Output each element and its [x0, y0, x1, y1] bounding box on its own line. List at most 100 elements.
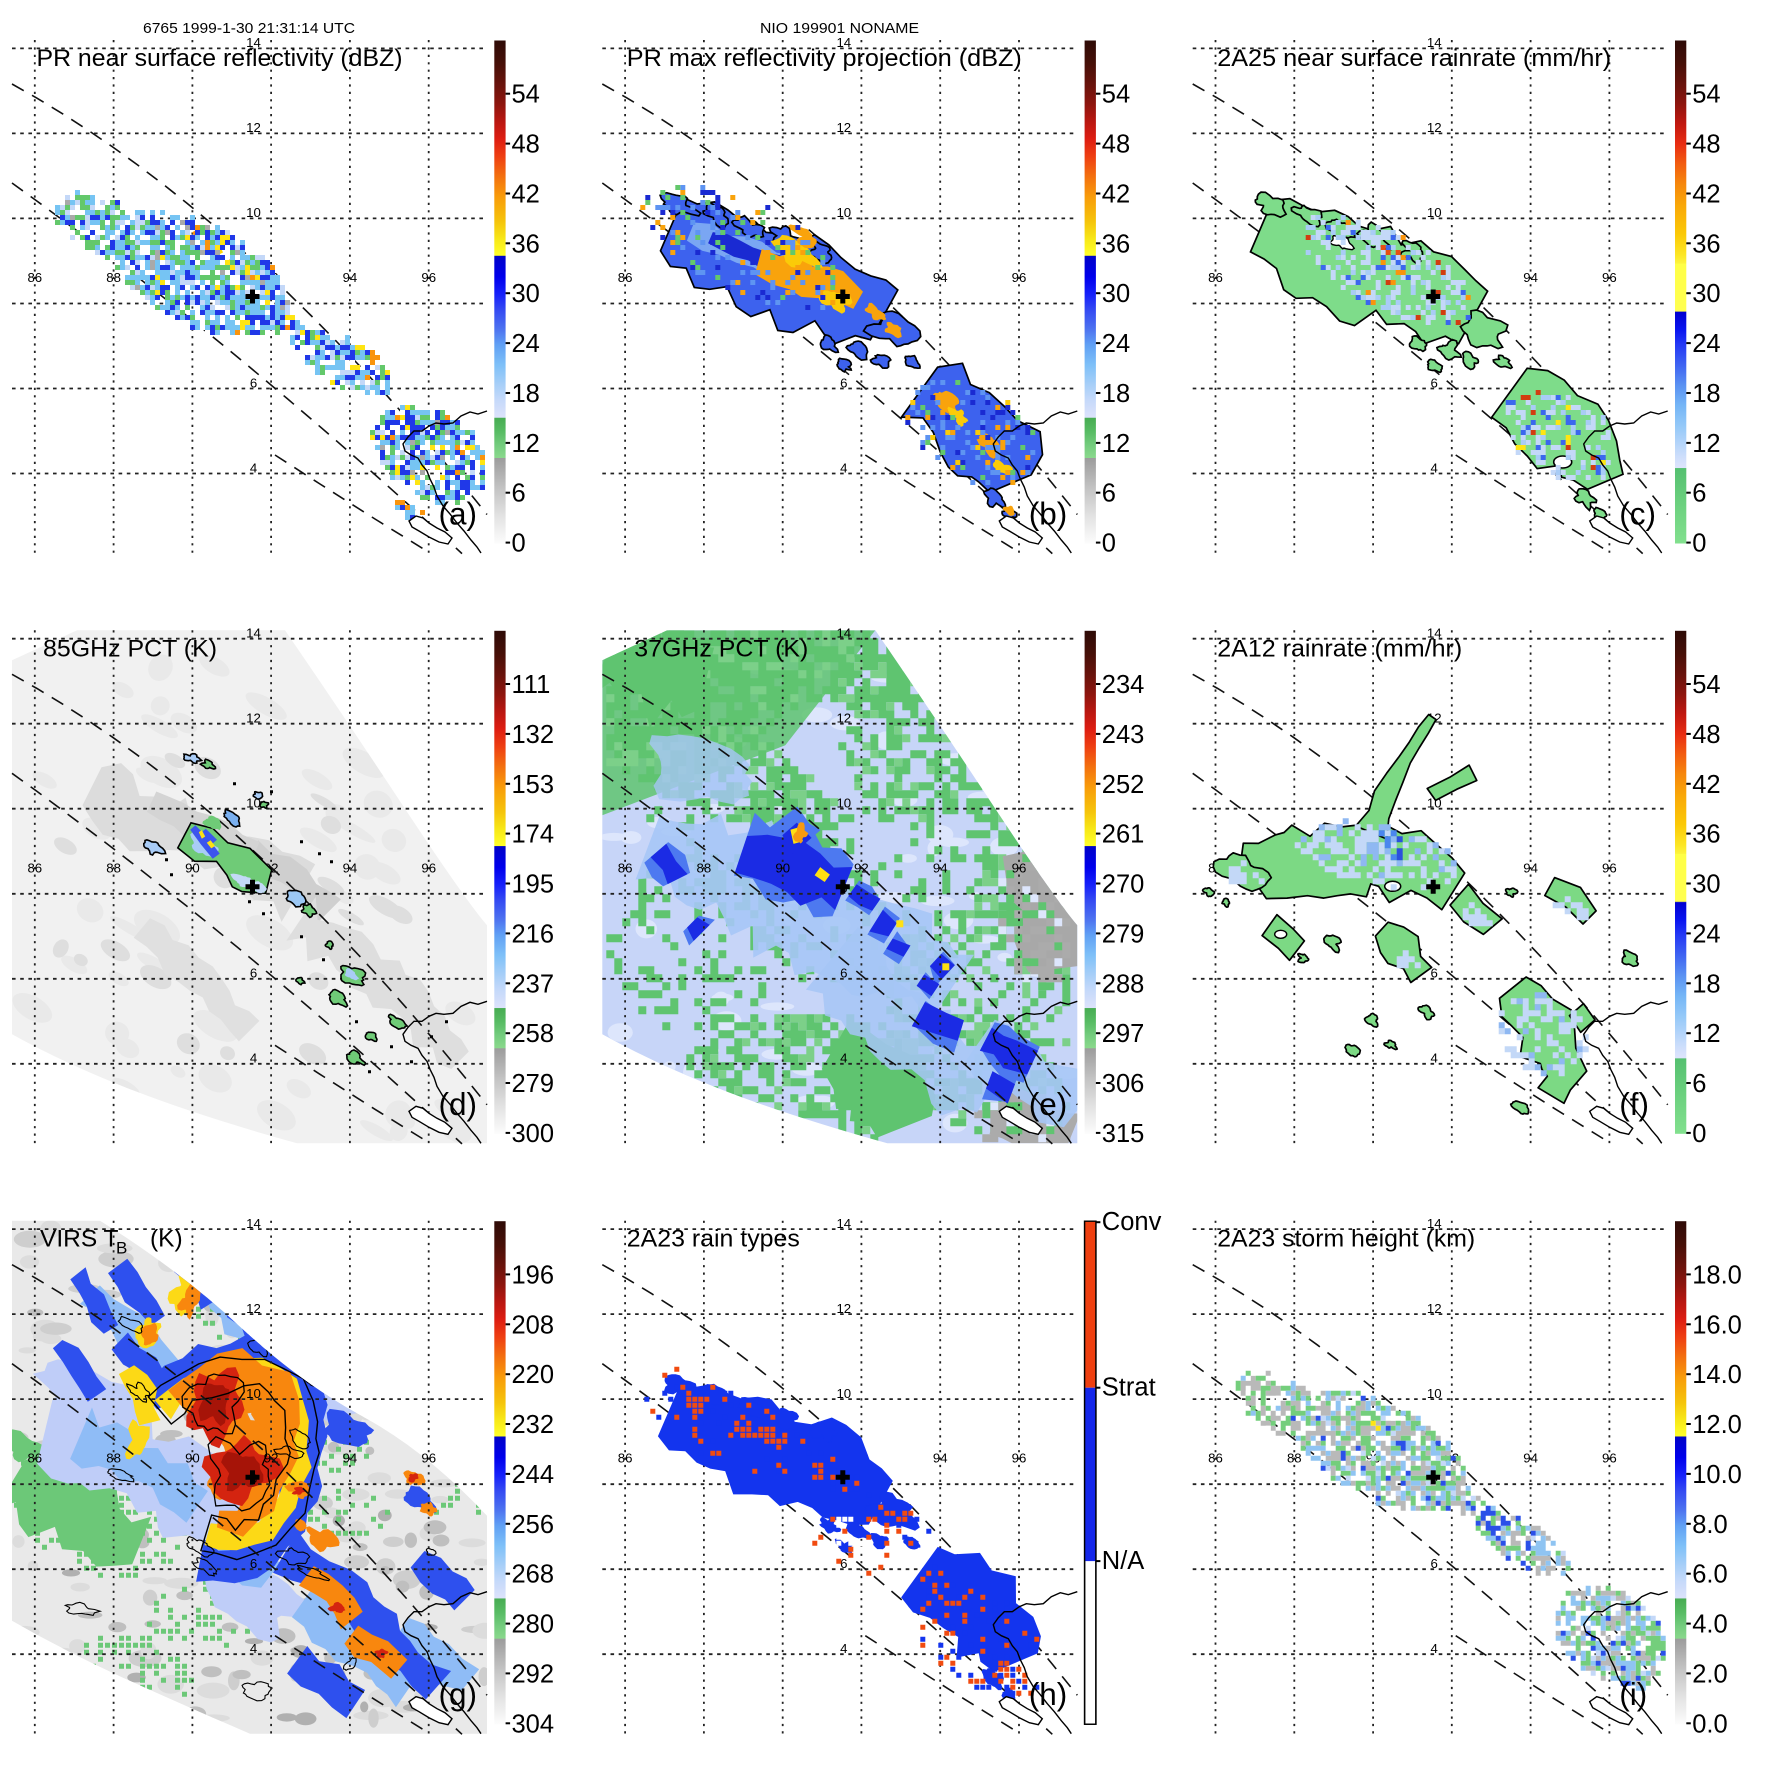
svg-text:6: 6	[1692, 480, 1706, 508]
svg-text:30: 30	[512, 280, 540, 308]
svg-text:270: 270	[1102, 871, 1145, 899]
svg-text:(b): (b)	[1029, 496, 1068, 532]
svg-text:0: 0	[512, 530, 526, 558]
svg-text:258: 258	[512, 1020, 555, 1048]
svg-text:279: 279	[512, 1070, 555, 1098]
svg-text:232: 232	[512, 1411, 555, 1439]
svg-text:PR near surface reflectivity (: PR near surface reflectivity (dBZ)	[37, 45, 403, 72]
svg-text:6: 6	[512, 480, 526, 508]
svg-text:(f): (f)	[1619, 1086, 1649, 1122]
svg-text:36: 36	[1692, 821, 1720, 849]
svg-text:261: 261	[1102, 821, 1145, 849]
svg-text:B: B	[116, 1239, 127, 1258]
svg-text:234: 234	[1102, 671, 1145, 699]
svg-text:2A12 rainrate (mm/hr): 2A12 rainrate (mm/hr)	[1217, 635, 1462, 662]
svg-text:2.0: 2.0	[1692, 1660, 1727, 1688]
svg-text:12: 12	[512, 430, 540, 458]
svg-text:252: 252	[1102, 771, 1145, 799]
svg-text:12.0: 12.0	[1692, 1411, 1742, 1439]
svg-text:237: 237	[512, 970, 555, 998]
svg-text:48: 48	[1692, 721, 1720, 749]
svg-text:244: 244	[512, 1461, 555, 1489]
svg-text:2A23 rain types: 2A23 rain types	[627, 1226, 800, 1253]
svg-text:42: 42	[1102, 181, 1130, 209]
svg-text:(c): (c)	[1619, 496, 1656, 532]
svg-text:0.0: 0.0	[1692, 1710, 1727, 1738]
svg-text:54: 54	[512, 81, 540, 109]
svg-text:6.0: 6.0	[1692, 1561, 1727, 1589]
svg-text:0: 0	[1692, 1120, 1706, 1148]
svg-text:42: 42	[1692, 771, 1720, 799]
svg-text:18: 18	[1102, 380, 1130, 408]
svg-text:54: 54	[1692, 81, 1720, 109]
svg-text:37GHz PCT (K): 37GHz PCT (K)	[634, 635, 808, 662]
svg-text:12: 12	[1692, 430, 1720, 458]
svg-text:216: 216	[512, 920, 555, 948]
svg-text:42: 42	[512, 181, 540, 209]
svg-text:18: 18	[1692, 970, 1720, 998]
svg-text:300: 300	[512, 1120, 555, 1148]
svg-text:315: 315	[1102, 1120, 1145, 1148]
svg-text:12: 12	[1692, 1020, 1720, 1048]
svg-text:174: 174	[512, 821, 555, 849]
svg-text:196: 196	[512, 1261, 555, 1289]
svg-text:Strat: Strat	[1102, 1374, 1156, 1402]
svg-text:14.0: 14.0	[1692, 1361, 1742, 1389]
svg-text:24: 24	[512, 330, 540, 358]
svg-text:132: 132	[512, 721, 555, 749]
svg-text:6: 6	[1692, 1070, 1706, 1098]
svg-text:42: 42	[1692, 181, 1720, 209]
svg-text:85GHz PCT (K): 85GHz PCT (K)	[43, 635, 217, 662]
svg-text:279: 279	[1102, 920, 1145, 948]
svg-text:(g): (g)	[439, 1676, 478, 1712]
svg-text:PR max reflectivity projection: PR max reflectivity projection (dBZ)	[627, 45, 1022, 72]
svg-text:288: 288	[1102, 970, 1145, 998]
svg-text:NIO 199901 NONAME: NIO 199901 NONAME	[760, 21, 919, 37]
svg-text:18.0: 18.0	[1692, 1261, 1742, 1289]
svg-text:30: 30	[1692, 871, 1720, 899]
svg-text:268: 268	[512, 1561, 555, 1589]
svg-text:208: 208	[512, 1311, 555, 1339]
svg-text:36: 36	[1102, 230, 1130, 258]
svg-text:54: 54	[1102, 81, 1130, 109]
svg-text:48: 48	[1102, 131, 1130, 159]
svg-text:(K): (K)	[150, 1226, 183, 1253]
svg-text:304: 304	[512, 1710, 555, 1738]
svg-text:(i): (i)	[1619, 1676, 1647, 1712]
svg-text:297: 297	[1102, 1020, 1145, 1048]
svg-text:36: 36	[1692, 230, 1720, 258]
svg-text:220: 220	[512, 1361, 555, 1389]
svg-text:8.0: 8.0	[1692, 1511, 1727, 1539]
svg-text:306: 306	[1102, 1070, 1145, 1098]
svg-text:0: 0	[1102, 530, 1116, 558]
svg-text:(e): (e)	[1029, 1086, 1068, 1122]
svg-text:12: 12	[1102, 430, 1130, 458]
svg-text:2A23 storm height (km): 2A23 storm height (km)	[1217, 1226, 1475, 1253]
svg-text:24: 24	[1102, 330, 1130, 358]
svg-text:256: 256	[512, 1511, 555, 1539]
svg-text:2A25 near surface rainrate (mm: 2A25 near surface rainrate (mm/hr)	[1217, 45, 1611, 72]
svg-text:4.0: 4.0	[1692, 1611, 1727, 1639]
svg-text:280: 280	[512, 1611, 555, 1639]
svg-text:(a): (a)	[439, 496, 478, 532]
svg-text:N/A: N/A	[1102, 1547, 1145, 1575]
svg-text:30: 30	[1692, 280, 1720, 308]
svg-text:0: 0	[1692, 530, 1706, 558]
svg-text:16.0: 16.0	[1692, 1311, 1742, 1339]
svg-text:153: 153	[512, 771, 555, 799]
svg-text:VIRS T: VIRS T	[40, 1226, 119, 1253]
svg-text:48: 48	[1692, 131, 1720, 159]
svg-text:18: 18	[1692, 380, 1720, 408]
svg-text:36: 36	[512, 230, 540, 258]
svg-text:243: 243	[1102, 721, 1145, 749]
svg-text:195: 195	[512, 871, 555, 899]
svg-text:292: 292	[512, 1660, 555, 1688]
svg-text:48: 48	[512, 131, 540, 159]
svg-text:111: 111	[512, 671, 551, 699]
svg-text:24: 24	[1692, 920, 1720, 948]
svg-text:6765 1999-1-30 21:31:14 UTC: 6765 1999-1-30 21:31:14 UTC	[143, 21, 355, 37]
svg-text:10.0: 10.0	[1692, 1461, 1742, 1489]
svg-text:6: 6	[1102, 480, 1116, 508]
svg-text:30: 30	[1102, 280, 1130, 308]
svg-text:24: 24	[1692, 330, 1720, 358]
